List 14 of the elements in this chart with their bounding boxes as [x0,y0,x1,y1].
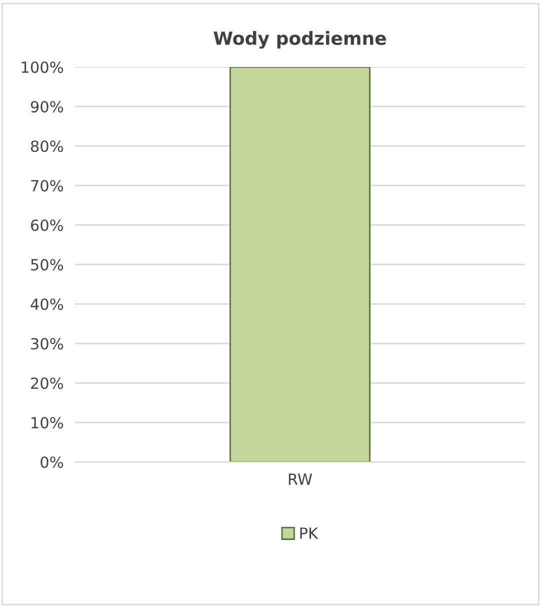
y-tick-label: 60% [31,219,64,232]
y-tick-label: 40% [30,298,64,310]
y-tick-label: 50% [31,258,64,271]
y-tick-label: 30% [31,338,64,350]
y-tick-label: 100% [22,61,64,74]
x-tick-label: RW [288,474,312,485]
y-tick-label: 70% [31,180,64,192]
legend-label: PK [300,528,318,539]
y-tick-label: 80% [30,140,64,152]
y-tick-label: 90% [30,100,64,113]
y-tick-label: 0% [40,456,64,468]
y-tick-label: 20% [31,377,64,390]
y-tick-label: 10% [32,416,64,429]
chart-title: Wody podziemne [214,31,386,49]
